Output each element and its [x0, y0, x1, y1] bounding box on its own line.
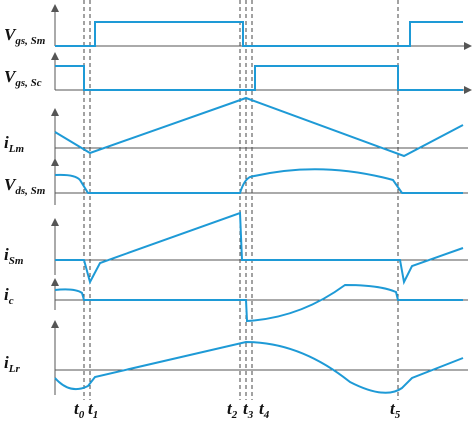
signal-label-sub: c	[9, 295, 14, 307]
signal-label-sub: Lr	[8, 363, 21, 375]
signal-label: Vgs, Sm	[4, 25, 46, 47]
time-label-sub: 2	[231, 409, 238, 421]
signal-label: iLm	[4, 133, 24, 155]
time-label-main: t	[243, 399, 249, 418]
time-label: t5	[390, 399, 401, 421]
time-label: t0	[74, 399, 85, 421]
time-label-sub: 0	[79, 409, 85, 421]
time-label-sub: 1	[93, 409, 99, 421]
time-label-sub: 4	[263, 409, 270, 421]
signal-label-main: V	[4, 67, 17, 86]
time-label: t4	[259, 399, 270, 421]
signal-label-main: i	[4, 353, 9, 372]
time-label-main: t	[390, 399, 396, 418]
signal-label-sub: Sm	[9, 255, 24, 267]
signal-label-sub: gs, Sc	[14, 77, 41, 89]
signal-label-main: i	[4, 245, 9, 264]
signal-label-sub: Lm	[8, 143, 25, 155]
waveforms	[54, 21, 464, 394]
signal-label: iSm	[4, 245, 24, 267]
signal-label-sub: ds, Sm	[15, 185, 45, 197]
time-dashes	[83, 0, 399, 400]
signal-label: Vgs, Sc	[4, 67, 42, 89]
time-label-main: t	[259, 399, 265, 418]
signal-label-main: V	[4, 25, 17, 44]
time-label: t3	[243, 399, 254, 421]
signal-label: ic	[4, 285, 14, 307]
signal-label-sub: gs, Sm	[14, 35, 45, 47]
time-label-sub: 5	[395, 409, 401, 421]
time-label-main: t	[227, 399, 233, 418]
signal-label-main: V	[4, 175, 17, 194]
time-label: t1	[88, 399, 98, 421]
signal-label-main: i	[4, 285, 9, 304]
time-label-sub: 3	[247, 409, 254, 421]
signal-label: iLr	[4, 353, 20, 375]
signal-label-main: i	[4, 133, 9, 152]
time-label-main: t	[74, 399, 80, 418]
time-label: t2	[227, 399, 238, 421]
signal-label: Vds, Sm	[4, 175, 46, 197]
time-label-main: t	[88, 399, 94, 418]
